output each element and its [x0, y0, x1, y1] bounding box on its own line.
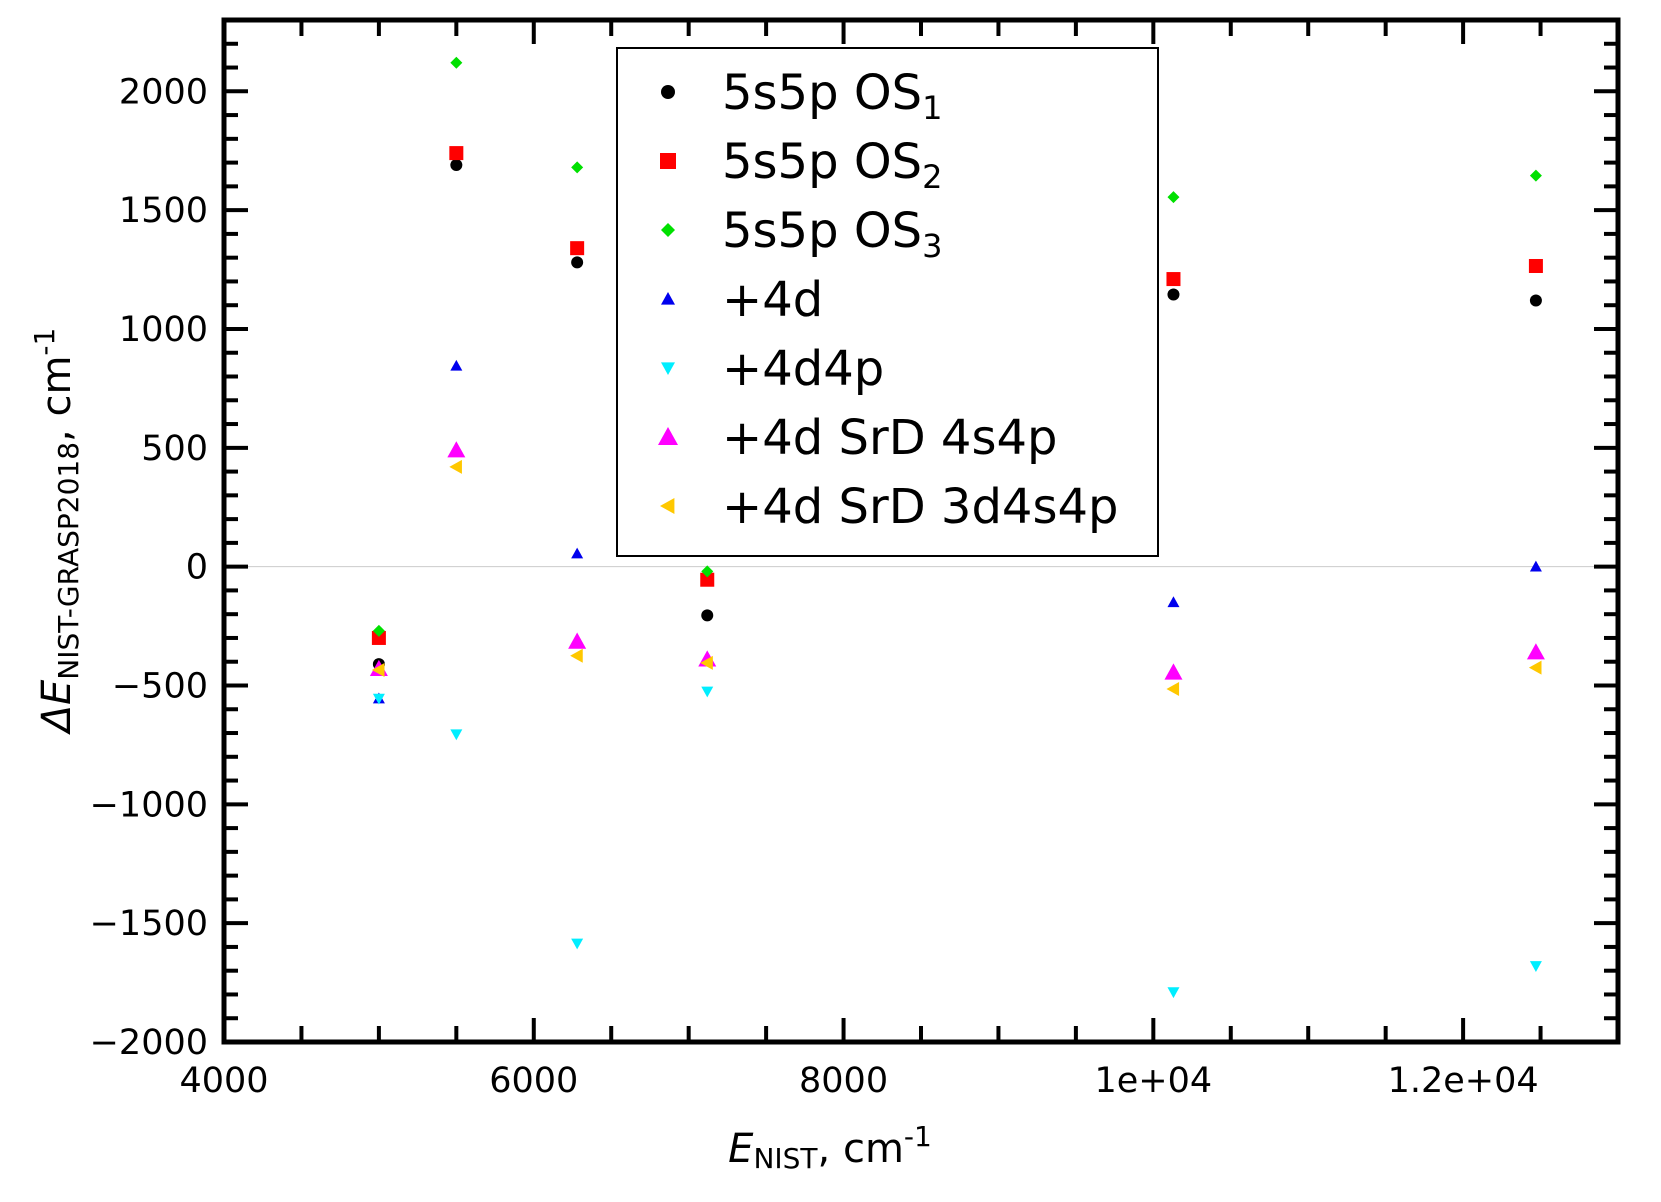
legend-label: 5s5p OS3 [722, 203, 942, 265]
y-tick-label: −500 [112, 666, 208, 706]
data-point [1167, 191, 1180, 204]
data-point [570, 241, 585, 256]
y-tick-label: −1500 [90, 904, 208, 944]
x-tick-label: 8000 [799, 1061, 888, 1101]
data-point [1167, 596, 1180, 608]
x-tick-label: 4000 [179, 1061, 268, 1101]
data-point [372, 693, 385, 705]
data-point [1529, 294, 1542, 307]
data-point [1526, 643, 1545, 660]
data-series [369, 56, 1545, 999]
data-point [450, 158, 463, 171]
legend-label: 5s5p OS1 [722, 65, 942, 127]
data-point [571, 938, 584, 950]
data-point [371, 663, 385, 678]
legend-entry: +4d SrD 4s4p [658, 410, 1057, 466]
legend-marker [661, 223, 675, 237]
legend-marker [661, 85, 675, 99]
data-point [570, 648, 583, 663]
y-tick-label: 1500 [119, 191, 208, 231]
data-point [700, 572, 715, 587]
legend-label: 5s5p OS2 [722, 134, 942, 196]
legend-marker [660, 498, 675, 514]
legend-label: +4d SrD 3d4s4p [722, 479, 1118, 535]
legend-box [616, 47, 1159, 557]
data-point [701, 609, 714, 622]
data-point [372, 624, 385, 637]
x-tick-labels: 4000 6000 8000 1e+04 1.2e+04 [179, 1061, 1538, 1101]
legend: 5s5p OS1 5s5p OS2 5s5p OS3 +4d +4d4p +4d SrD … [616, 47, 1159, 557]
data-point [450, 729, 463, 741]
data-point [371, 630, 386, 645]
data-point [1164, 663, 1183, 680]
x-tick-label: 6000 [489, 1061, 578, 1101]
plot-area [221, 17, 1621, 1045]
y-tick-label: 2000 [119, 72, 208, 112]
plot-frame [221, 17, 1621, 1045]
legend-entry: 5s5p OS2 [660, 134, 942, 196]
x-tick-label: 1.2e+04 [1388, 1061, 1539, 1101]
data-point [450, 56, 463, 69]
legend-entry: +4d [661, 272, 823, 328]
legend-entry: +4d SrD 3d4s4p [660, 479, 1118, 535]
data-point [447, 441, 466, 458]
y-axis-title: ΔENIST-GRASP2018, cm-1 [28, 328, 85, 736]
legend-entry: +4d4p [661, 341, 884, 397]
x-axis-title: ENIST, cm-1 [728, 1120, 932, 1175]
series-2 [371, 146, 1543, 645]
data-point [1528, 660, 1542, 675]
legend-entry: 5s5p OS1 [661, 65, 942, 127]
data-point [1167, 987, 1180, 999]
y-tick-label: −2000 [90, 1023, 208, 1063]
data-point [571, 161, 584, 174]
legend-entry: 5s5p OS3 [661, 203, 942, 265]
data-point [449, 459, 462, 474]
legend-marker [661, 292, 675, 305]
data-point [700, 655, 713, 670]
data-point [571, 256, 584, 269]
data-point [571, 547, 584, 559]
data-point [1529, 961, 1542, 972]
data-point [701, 565, 714, 578]
legend-label: +4d4p [722, 341, 884, 397]
series-3 [372, 56, 1542, 637]
series-7 [371, 459, 1542, 697]
data-point [450, 359, 463, 371]
legend-marker [661, 362, 675, 375]
data-point [568, 632, 587, 649]
legend-marker [660, 153, 676, 169]
data-point [1528, 258, 1543, 273]
data-point [701, 686, 714, 698]
y-tick-label: 0 [186, 548, 208, 588]
legend-label: +4d SrD 4s4p [722, 410, 1057, 466]
legend-label: +4d [722, 272, 823, 328]
data-point [1529, 169, 1542, 182]
legend-marker [658, 427, 678, 445]
data-point [1166, 272, 1181, 287]
y-tick-label: 500 [141, 429, 208, 469]
series-5 [372, 686, 1542, 999]
data-point [449, 146, 464, 161]
data-point [1166, 682, 1180, 697]
y-tick-labels: 2000 1500 1000 500 0 −500 −1000 −1500 −2000 [90, 72, 208, 1063]
y-tick-label: −1000 [90, 785, 208, 825]
data-point [1167, 288, 1180, 301]
data-point [1529, 560, 1542, 572]
x-tick-label: 1e+04 [1094, 1061, 1212, 1101]
y-tick-label: 1000 [119, 310, 208, 350]
